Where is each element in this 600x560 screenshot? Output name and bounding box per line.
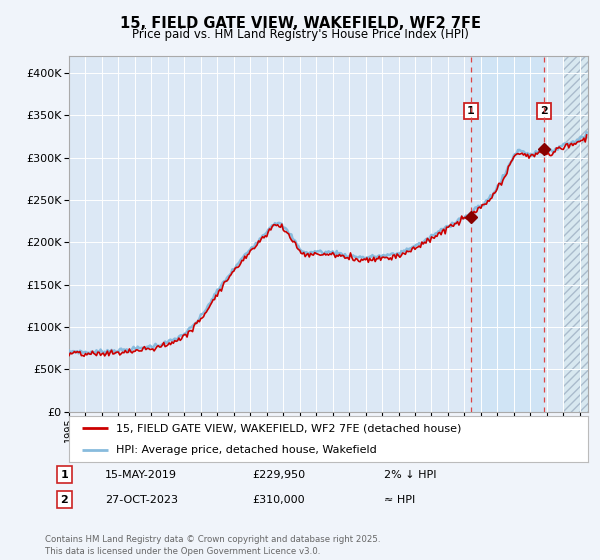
Text: 2: 2 bbox=[540, 106, 548, 116]
Bar bbox=[563, 56, 588, 412]
Text: Price paid vs. HM Land Registry's House Price Index (HPI): Price paid vs. HM Land Registry's House … bbox=[131, 28, 469, 41]
Text: ≈ HPI: ≈ HPI bbox=[384, 494, 415, 505]
Text: 15, FIELD GATE VIEW, WAKEFIELD, WF2 7FE: 15, FIELD GATE VIEW, WAKEFIELD, WF2 7FE bbox=[119, 16, 481, 31]
Text: £310,000: £310,000 bbox=[252, 494, 305, 505]
Text: Contains HM Land Registry data © Crown copyright and database right 2025.
This d: Contains HM Land Registry data © Crown c… bbox=[45, 535, 380, 556]
Text: HPI: Average price, detached house, Wakefield: HPI: Average price, detached house, Wake… bbox=[116, 445, 376, 455]
Text: 1: 1 bbox=[467, 106, 475, 116]
Text: 2% ↓ HPI: 2% ↓ HPI bbox=[384, 470, 437, 480]
Text: 2: 2 bbox=[61, 494, 68, 505]
Text: 15, FIELD GATE VIEW, WAKEFIELD, WF2 7FE (detached house): 15, FIELD GATE VIEW, WAKEFIELD, WF2 7FE … bbox=[116, 423, 461, 433]
Text: 15-MAY-2019: 15-MAY-2019 bbox=[105, 470, 177, 480]
Text: 27-OCT-2023: 27-OCT-2023 bbox=[105, 494, 178, 505]
Text: £229,950: £229,950 bbox=[252, 470, 305, 480]
Bar bbox=[470, 56, 544, 412]
Text: 1: 1 bbox=[61, 470, 68, 480]
